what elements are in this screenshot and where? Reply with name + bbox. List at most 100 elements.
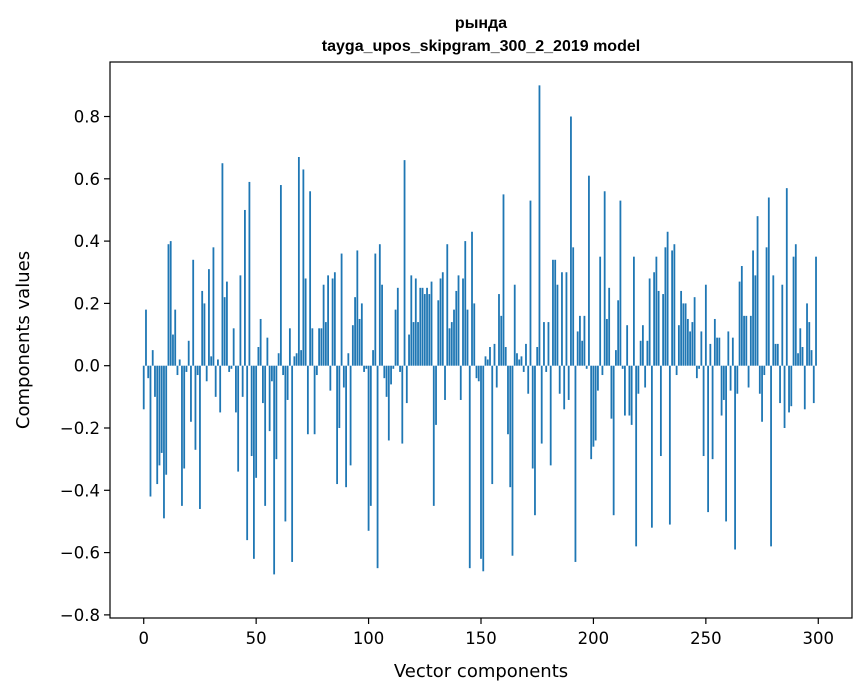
bar-22 bbox=[192, 259, 195, 366]
bar-252 bbox=[709, 343, 712, 366]
bar-146 bbox=[471, 231, 473, 366]
bar-118 bbox=[408, 334, 410, 366]
bar-187 bbox=[563, 365, 566, 410]
bar-87 bbox=[338, 365, 341, 428]
bar-205 bbox=[603, 191, 606, 366]
bar-189 bbox=[567, 365, 570, 400]
bar-260 bbox=[727, 331, 730, 366]
y-tick-label: 0.6 bbox=[74, 170, 100, 189]
bar-11 bbox=[167, 244, 170, 366]
bar-3 bbox=[149, 365, 152, 497]
bar-295 bbox=[806, 303, 808, 366]
bar-38 bbox=[228, 365, 231, 372]
bar-292 bbox=[799, 328, 802, 366]
y-axis-ticks: −0.8 −0.6 −0.4 −0.2 0.0 0.2 0.4 0.6 0.8 bbox=[60, 108, 110, 625]
bar-79 bbox=[320, 328, 323, 366]
bar-28 bbox=[205, 365, 208, 382]
bar-69 bbox=[297, 157, 300, 366]
bar-80 bbox=[322, 284, 325, 366]
bar-247 bbox=[698, 365, 700, 369]
y-tick-label: 0.0 bbox=[74, 357, 100, 376]
bar-275 bbox=[761, 365, 763, 422]
bar-132 bbox=[439, 278, 442, 366]
bar-59 bbox=[275, 365, 278, 460]
bar-73 bbox=[306, 365, 309, 435]
bar-157 bbox=[495, 365, 498, 388]
bar-25 bbox=[199, 365, 201, 509]
y-tick-label: 0.4 bbox=[74, 232, 100, 251]
bar-290 bbox=[794, 244, 797, 366]
x-tick-label: 0 bbox=[138, 629, 149, 648]
bar-100 bbox=[367, 365, 370, 531]
bar-143 bbox=[464, 241, 467, 366]
bar-5 bbox=[154, 365, 156, 397]
bar-66 bbox=[291, 365, 294, 562]
bar-280 bbox=[772, 275, 775, 366]
bar-81 bbox=[324, 322, 327, 366]
bar-58 bbox=[273, 365, 276, 575]
bar-227 bbox=[653, 272, 656, 366]
bar-241 bbox=[684, 303, 687, 366]
bar-24 bbox=[196, 365, 199, 376]
bar-194 bbox=[579, 315, 581, 366]
bar-183 bbox=[554, 259, 557, 366]
bar-269 bbox=[747, 365, 750, 388]
bar-234 bbox=[668, 365, 671, 525]
bar-276 bbox=[763, 365, 766, 376]
bar-17 bbox=[181, 365, 183, 506]
bar-181 bbox=[549, 365, 552, 466]
bar-228 bbox=[655, 256, 658, 366]
bar-184 bbox=[556, 284, 559, 366]
bar-201 bbox=[594, 365, 597, 441]
bar-144 bbox=[466, 309, 469, 366]
bar-139 bbox=[455, 290, 458, 366]
bar-114 bbox=[399, 365, 401, 372]
bar-1 bbox=[145, 309, 147, 366]
chart-title: рында bbox=[455, 15, 507, 32]
bar-150 bbox=[480, 365, 482, 559]
bar-251 bbox=[707, 365, 709, 513]
bar-40 bbox=[232, 328, 235, 366]
bar-264 bbox=[736, 365, 739, 394]
bar-70 bbox=[300, 350, 303, 366]
bar-230 bbox=[659, 365, 662, 457]
bar-272 bbox=[754, 275, 757, 366]
bar-249 bbox=[702, 365, 705, 457]
bar-117 bbox=[405, 365, 408, 404]
bar-95 bbox=[356, 250, 359, 366]
bar-53 bbox=[262, 365, 264, 404]
bar-238 bbox=[677, 325, 680, 366]
bar-152 bbox=[484, 356, 487, 366]
bar-104 bbox=[376, 365, 379, 569]
bar-34 bbox=[219, 365, 222, 413]
bar-287 bbox=[788, 365, 790, 413]
bar-216 bbox=[628, 365, 631, 416]
bar-55 bbox=[266, 337, 269, 366]
bar-297 bbox=[810, 350, 813, 366]
bar-82 bbox=[327, 275, 329, 366]
bar-129 bbox=[432, 365, 435, 506]
bar-102 bbox=[372, 350, 374, 366]
bar-255 bbox=[716, 337, 718, 366]
bar-15 bbox=[176, 365, 179, 376]
bar-167 bbox=[518, 359, 521, 366]
bar-248 bbox=[700, 331, 703, 366]
bar-14 bbox=[174, 309, 177, 366]
bar-291 bbox=[797, 353, 799, 366]
bar-127 bbox=[428, 294, 431, 366]
bar-108 bbox=[385, 365, 388, 397]
bar-37 bbox=[226, 281, 228, 366]
bar-161 bbox=[504, 347, 507, 366]
bar-220 bbox=[637, 365, 640, 394]
bar-214 bbox=[624, 365, 626, 416]
bar-270 bbox=[749, 315, 752, 366]
bar-21 bbox=[190, 365, 192, 422]
bar-151 bbox=[482, 365, 485, 572]
bar-124 bbox=[421, 287, 424, 366]
bar-19 bbox=[185, 365, 188, 372]
bar-74 bbox=[309, 191, 312, 366]
bar-90 bbox=[345, 365, 347, 488]
bar-242 bbox=[686, 318, 689, 366]
bar-263 bbox=[734, 365, 736, 550]
